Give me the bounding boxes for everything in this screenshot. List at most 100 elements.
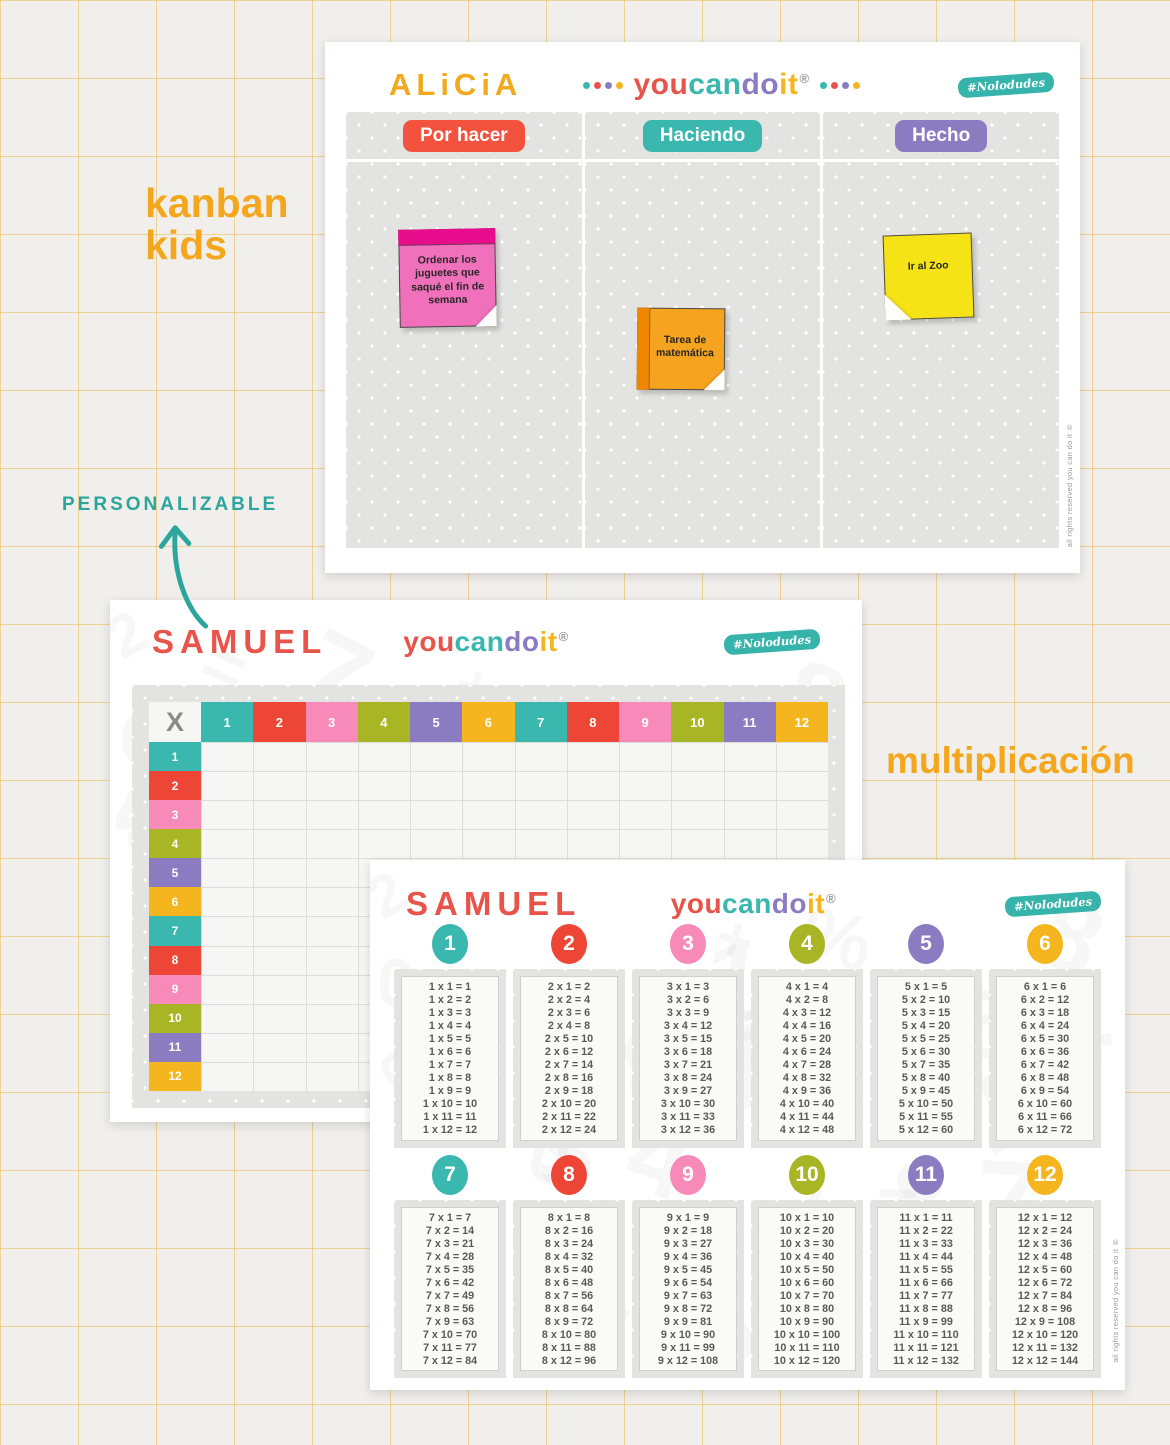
logo-dot-icon (583, 81, 591, 89)
table-row: 7 x 6 = 42 (425, 1276, 475, 1289)
logo-word: can (454, 626, 505, 657)
table-row: 6 x 3 = 18 (1020, 1007, 1070, 1019)
table-row: 8 x 8 = 64 (544, 1302, 594, 1315)
table-rows: 10 x 1 = 10 10 x 2 = 20 10 x 3 = 30 10 x 4 … (758, 1206, 856, 1371)
grid-cell (201, 742, 254, 772)
grid-column-header: 4 (357, 702, 410, 742)
table-row: 7 x 2 = 14 (425, 1224, 475, 1237)
grid-cell (514, 800, 567, 830)
table-frame: 12 x 1 = 12 12 x 2 = 24 12 x 3 = 36 12 x 4 … (989, 1200, 1101, 1379)
grid-cell (201, 858, 254, 888)
table-row: 11 x 9 = 99 (899, 1315, 953, 1328)
logo-dots-left-icon (583, 81, 624, 89)
grid-cell (619, 742, 672, 772)
grid-column-header: 6 (462, 702, 515, 742)
grid-cell (775, 829, 828, 859)
brand-logo: youcandoit® (671, 888, 836, 920)
table-row: 3 x 9 = 27 (663, 1085, 713, 1097)
logo-word: can (722, 888, 772, 919)
grid-cell (305, 800, 358, 830)
hashtag-badge: #Nolodudes (957, 71, 1055, 99)
table-row: 7 x 1 = 7 (428, 1211, 472, 1224)
grid-cell (201, 1003, 254, 1033)
grid-cell (619, 829, 672, 859)
table-number-circle: 3 (670, 924, 706, 964)
table-row: 7 x 9 = 63 (425, 1315, 475, 1328)
grid-cell (305, 887, 358, 917)
grid-cell (201, 1032, 254, 1062)
grid-cell (775, 800, 828, 830)
note-text: Tarea de matemática (656, 333, 714, 360)
table-row: 5 x 1 = 5 (904, 981, 948, 993)
grid-column-header: 11 (723, 702, 776, 742)
grid-cell (514, 771, 567, 801)
grid-cell (619, 800, 672, 830)
table-row: 1 x 8 = 8 (428, 1072, 472, 1084)
table-row: 7 x 8 = 56 (425, 1302, 475, 1315)
grid-cell (462, 771, 515, 801)
table-row: 8 x 10 = 80 (541, 1328, 597, 1341)
grid-cell (201, 829, 254, 859)
grid-cell (723, 771, 776, 801)
table-row: 11 x 3 = 33 (899, 1237, 953, 1250)
grid-row-header: 6 (149, 887, 201, 917)
table-row: 3 x 10 = 30 (660, 1098, 716, 1110)
kanban-board-header: ALiCiA youcandoit® #Nolodudes (325, 52, 1080, 118)
logo-dot-icon (852, 81, 860, 89)
table-row: 2 x 7 = 14 (544, 1059, 594, 1071)
label-kanban-line1: kanban (145, 180, 289, 226)
logo-dot-icon (830, 81, 838, 89)
note-text: Ordenar los juguetes que saqué el fin de… (411, 253, 485, 307)
table-row: 8 x 11 = 88 (542, 1341, 596, 1354)
grid-row-header: 8 (149, 945, 201, 975)
table-row: 11 x 12 = 132 (893, 1354, 959, 1367)
kanban-column-pill: Hecho (895, 119, 988, 152)
table-row: 5 x 5 = 25 (901, 1033, 951, 1045)
table-row: 7 x 4 = 28 (425, 1250, 475, 1263)
grid-cell (305, 858, 358, 888)
grid-cell (410, 742, 463, 772)
table-row: 7 x 11 = 77 (423, 1341, 477, 1354)
grid-cell (357, 771, 410, 801)
kanban-column-body (823, 162, 1059, 548)
grid-row-header: 11 (149, 1032, 201, 1062)
brand-logo: youcandoit® (403, 626, 568, 658)
table-row: 12 x 10 = 120 (1011, 1328, 1079, 1341)
grid-cell (357, 829, 410, 859)
table-row: 10 x 5 = 50 (779, 1263, 835, 1276)
table-row: 4 x 4 = 16 (782, 1020, 832, 1032)
table-row: 10 x 9 = 90 (779, 1315, 835, 1328)
table-row: 6 x 8 = 48 (1020, 1072, 1070, 1084)
table-row: 3 x 8 = 24 (663, 1072, 713, 1084)
table-row: 2 x 5 = 10 (544, 1033, 594, 1045)
table-row: 11 x 2 = 22 (899, 1224, 953, 1237)
table-frame: 11 x 1 = 11 11 x 2 = 22 11 x 3 = 33 11 x 4 … (870, 1200, 982, 1379)
table-row: 8 x 9 = 72 (544, 1315, 594, 1328)
table-row: 12 x 4 = 48 (1017, 1250, 1073, 1263)
table-row: 7 x 3 = 21 (425, 1237, 475, 1250)
grid-cell (619, 771, 672, 801)
table-row: 10 x 3 = 30 (779, 1237, 835, 1250)
table-row: 6 x 1 = 6 (1023, 981, 1067, 993)
grid-cell (253, 945, 306, 975)
grid-cell (462, 742, 515, 772)
grid-cell (305, 945, 358, 975)
grid-row-header: 2 (149, 771, 201, 801)
table-row: 8 x 7 = 56 (544, 1289, 594, 1302)
grid-row-header: 7 (149, 916, 201, 946)
logo-word: do (504, 626, 540, 657)
grid-cell (410, 800, 463, 830)
table-row: 12 x 5 = 60 (1017, 1263, 1073, 1276)
kanban-column: Por hacer (346, 112, 582, 548)
brand-logo-words: youcandoit® (403, 626, 568, 658)
table-row: 1 x 6 = 6 (428, 1046, 472, 1058)
table-row: 7 x 5 = 35 (425, 1263, 475, 1276)
table-number-circle: 7 (432, 1154, 468, 1195)
grid-cell (305, 1061, 358, 1091)
